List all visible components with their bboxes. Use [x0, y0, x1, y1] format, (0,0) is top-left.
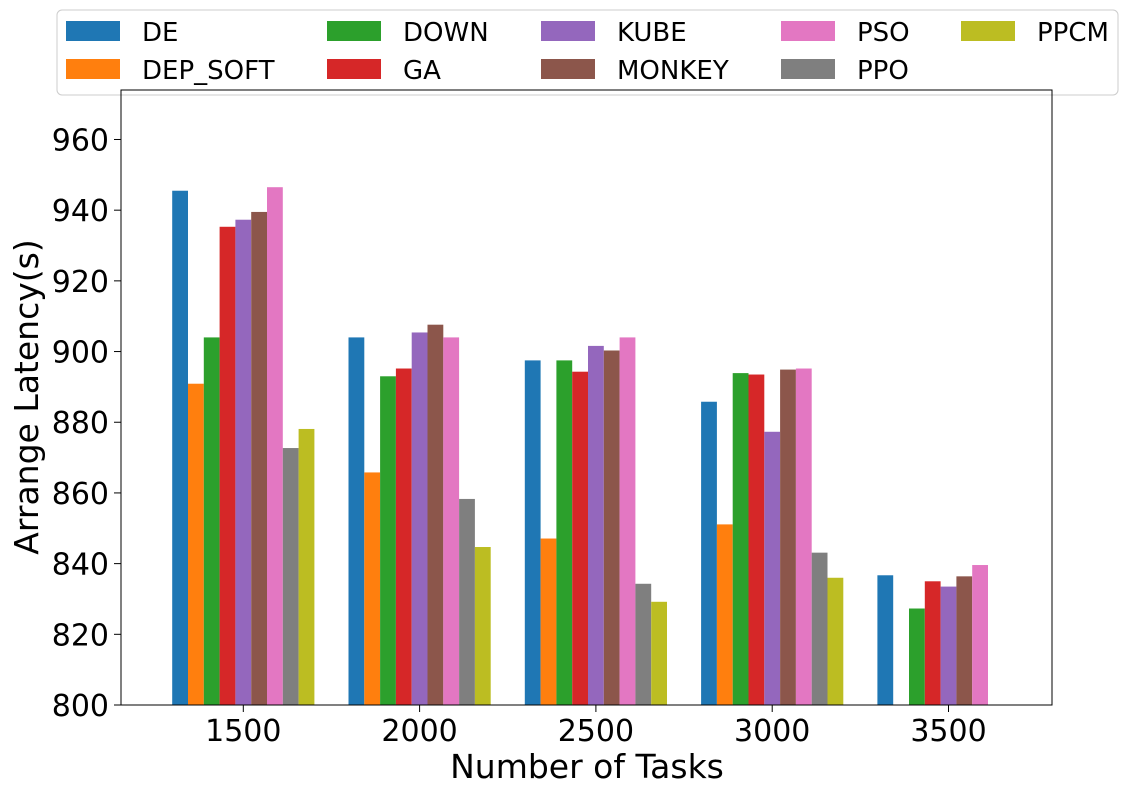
bar-monkey-2500 — [603, 350, 620, 705]
bar-ga-2000 — [395, 368, 412, 705]
y-axis-label: Arrange Latency(s) — [7, 239, 46, 554]
bar-down-1500 — [203, 337, 220, 705]
legend-label-monkey: MONKEY — [617, 56, 729, 86]
bar-dep-soft-3000 — [716, 524, 733, 705]
bar-ppcm-2500 — [651, 601, 667, 705]
x-axis-label: Number of Tasks — [450, 747, 724, 786]
axes: 800 820 840 860 880 900 920 940 960 1500 2000 2500 3… — [52, 89, 1053, 749]
legend-swatch-pso — [781, 21, 835, 41]
plot-frame — [120, 89, 1053, 706]
bar-ppcm-1500 — [298, 428, 315, 705]
bar-monkey-3000 — [780, 369, 796, 705]
bar-ga-3000 — [748, 374, 765, 705]
legend-label-pso: PSO — [857, 18, 910, 48]
bar-ppcm-3000 — [827, 577, 844, 705]
bar-down-3000 — [732, 373, 749, 705]
legend-swatch-de — [66, 21, 120, 41]
y-tick-label: 940 — [52, 194, 109, 229]
legend-swatch-ppo — [781, 59, 835, 79]
bar-kube-2500 — [588, 345, 604, 705]
bar-de-2000 — [348, 337, 365, 705]
x-tick-label: 1500 — [205, 714, 281, 749]
bar-kube-3500 — [940, 586, 957, 705]
bar-down-2000 — [380, 376, 396, 705]
bar-de-1500 — [172, 190, 188, 706]
legend-label-ppcm: PPCM — [1037, 18, 1109, 48]
bar-dep-soft-2000 — [364, 472, 381, 705]
bar-down-3500 — [909, 608, 925, 705]
legend-label-kube: KUBE — [617, 18, 687, 48]
legend: DE DEP_SOFT DOWN GA KUBE MONKEY PSO PPO PPCM — [56, 9, 1119, 96]
bar-pso-2500 — [619, 337, 636, 705]
bar-pso-1500 — [267, 187, 283, 705]
legend-swatch-monkey — [541, 59, 595, 79]
bar-kube-2000 — [411, 332, 428, 705]
legend-label-ppo: PPO — [857, 56, 909, 86]
bar-monkey-2000 — [427, 324, 444, 705]
bar-pso-3000 — [795, 368, 812, 705]
x-tick-label: 2000 — [381, 714, 457, 749]
legend-swatch-ppcm — [961, 21, 1015, 41]
bar-ppo-2500 — [635, 583, 652, 705]
x-tick-label: 2500 — [558, 714, 634, 749]
y-tick-label: 840 — [52, 548, 109, 583]
bar-monkey-3500 — [956, 576, 973, 705]
bar-monkey-1500 — [251, 211, 267, 705]
legend-swatch-dep-soft — [66, 59, 120, 79]
bar-ppo-1500 — [282, 448, 299, 705]
bar-pso-3500 — [972, 565, 988, 705]
bar-ppcm-2000 — [474, 547, 491, 705]
y-tick-label: 800 — [52, 689, 109, 724]
y-tick-label: 900 — [52, 336, 109, 371]
legend-swatch-down — [327, 21, 381, 41]
x-tick-label: 3500 — [910, 714, 986, 749]
plot-area — [172, 187, 988, 706]
bar-pso-2000 — [443, 337, 460, 705]
bar-kube-3000 — [764, 431, 781, 705]
bar-de-3000 — [701, 401, 717, 705]
legend-label-ga: GA — [403, 56, 441, 86]
bar-ga-2500 — [572, 371, 588, 705]
legend-label-de: DE — [142, 18, 178, 48]
legend-label-down: DOWN — [403, 18, 489, 48]
legend-label-dep-soft: DEP_SOFT — [142, 56, 275, 86]
bar-ppo-3000 — [811, 552, 828, 705]
bar-de-3500 — [877, 575, 894, 705]
legend-swatch-kube — [541, 21, 595, 41]
y-tick-label: 820 — [52, 618, 109, 653]
bar-de-2500 — [524, 360, 541, 705]
y-tick-label: 880 — [52, 406, 109, 441]
bar-ppo-2000 — [459, 498, 475, 705]
bar-dep-soft-2500 — [540, 538, 557, 705]
bar-kube-1500 — [235, 219, 252, 705]
x-tick-label: 3000 — [734, 714, 810, 749]
y-tick-label: 860 — [52, 477, 109, 512]
y-tick-label: 960 — [52, 123, 109, 158]
y-tick-label: 920 — [52, 265, 109, 300]
bar-dep-soft-1500 — [188, 383, 204, 705]
bar-down-2500 — [556, 360, 573, 705]
legend-swatch-ga — [327, 59, 381, 79]
bar-ga-1500 — [219, 226, 236, 705]
legend-box — [56, 9, 1119, 96]
bar-ga-3500 — [924, 581, 941, 705]
